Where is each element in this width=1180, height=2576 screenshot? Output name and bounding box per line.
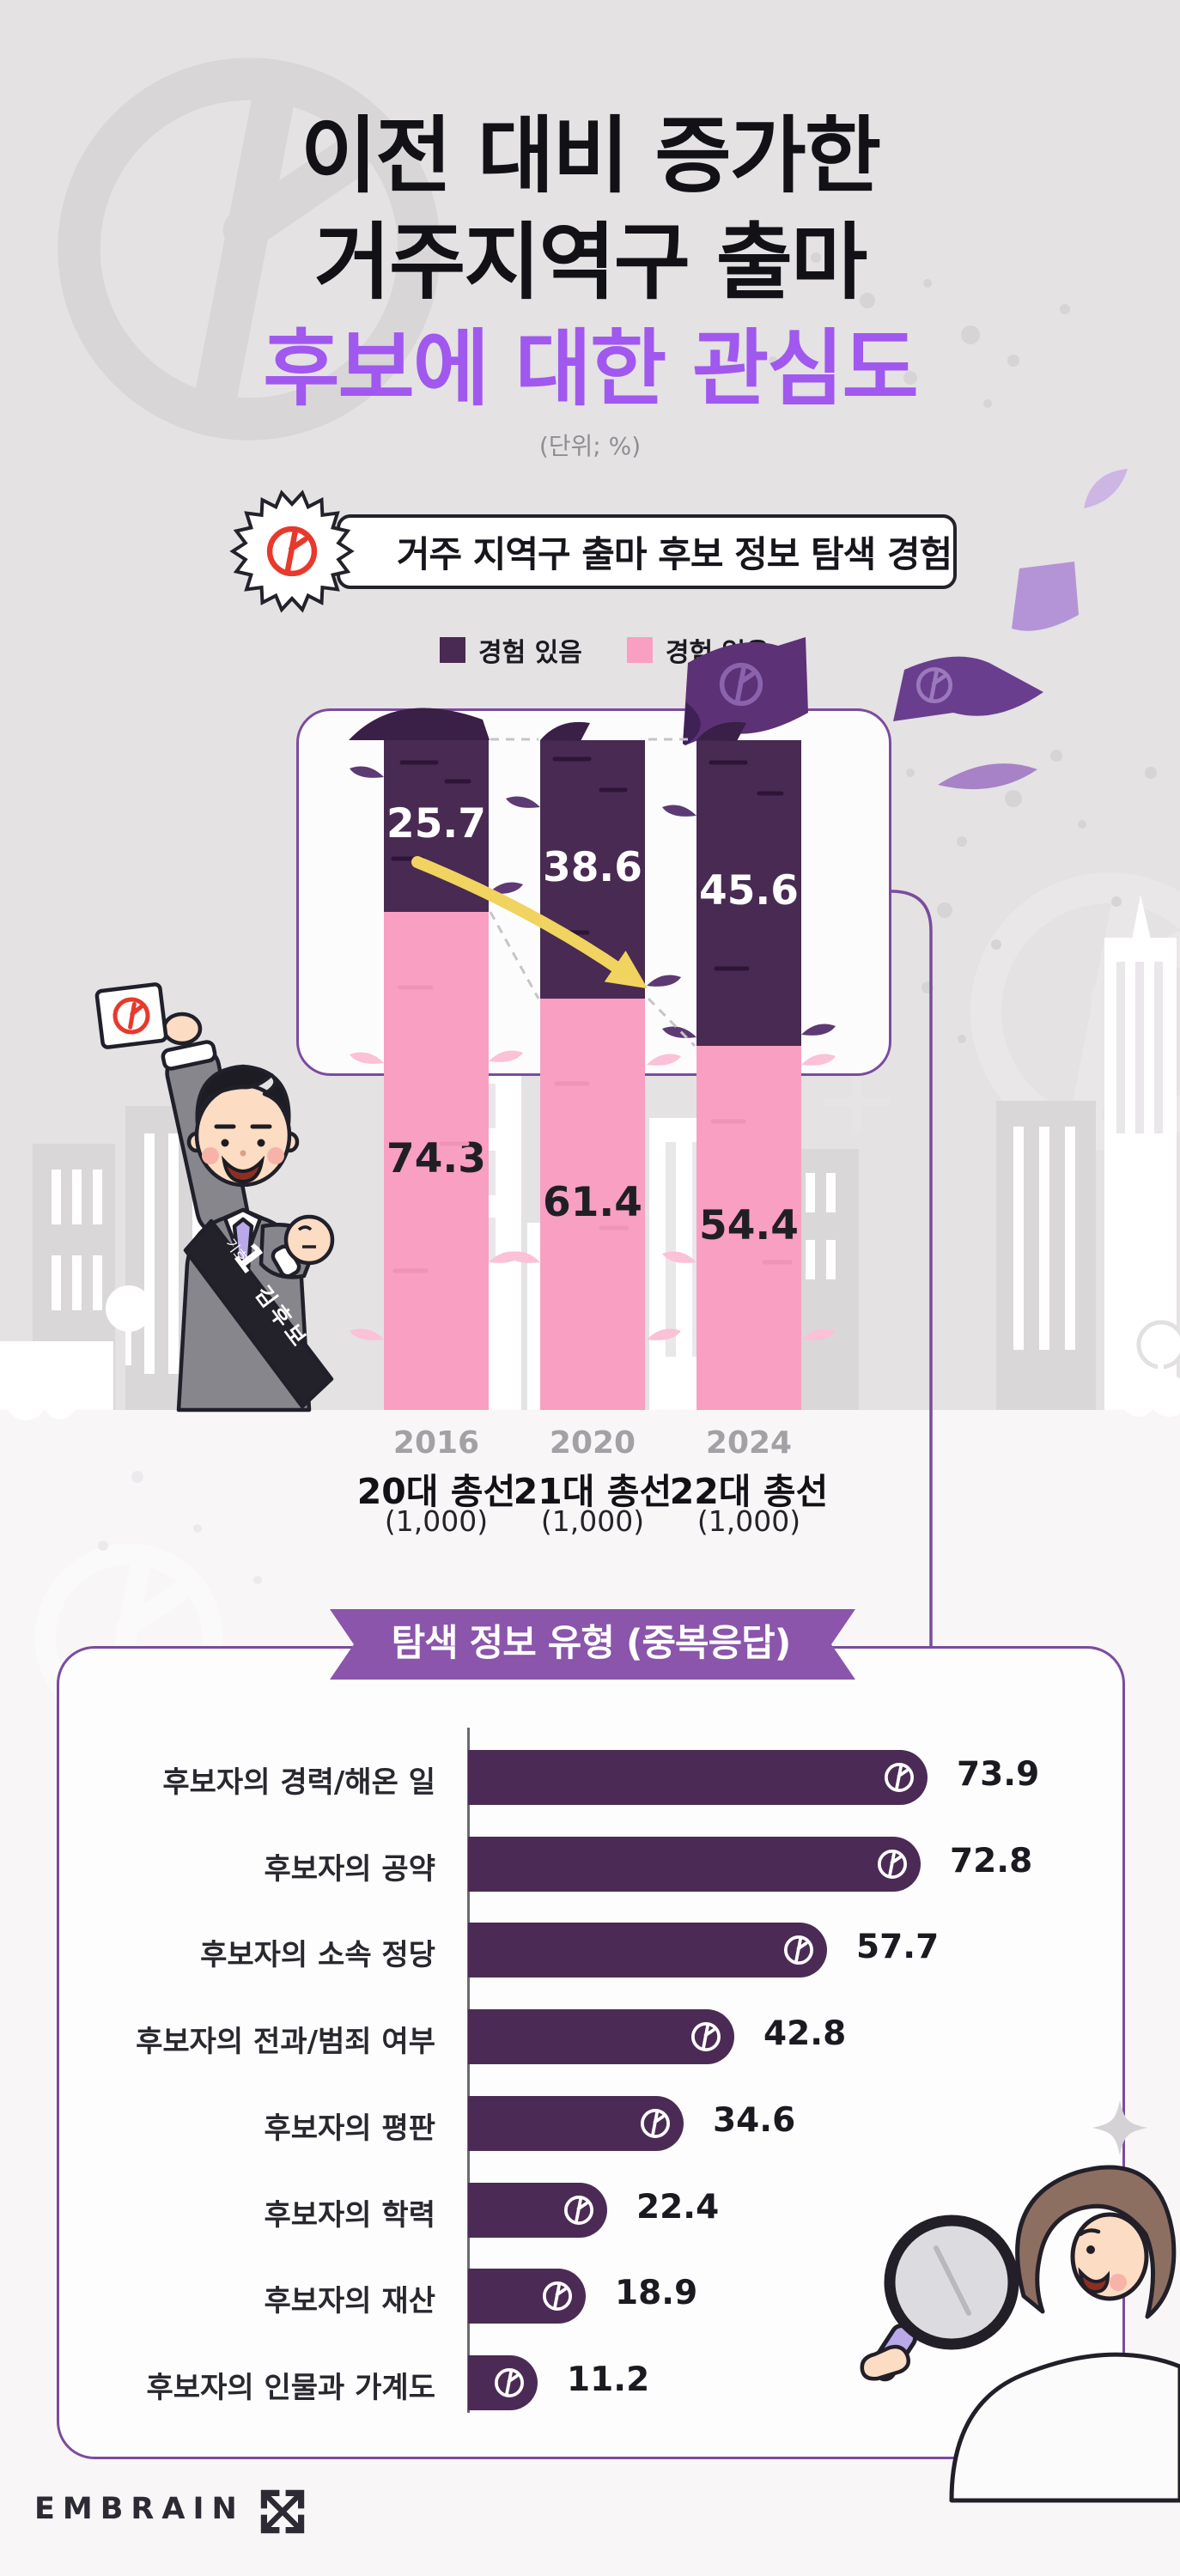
vote-stamp-icon — [270, 529, 314, 574]
page-title-line3: 후보에 대한 관심도 — [263, 320, 918, 417]
embrain-logo-text: EMBRAIN — [34, 2492, 245, 2526]
vote-stamp-icon — [539, 2278, 575, 2314]
hbar-value: 57.7 — [856, 1928, 940, 1966]
axis-base-label: (1,000) — [696, 1504, 801, 1538]
axis-year-label: 2020 — [549, 1425, 636, 1461]
legend: 경험 있음 경험 없음 — [440, 631, 769, 669]
hbar-value: 22.4 — [636, 2188, 720, 2227]
sash-number: 1 — [225, 1236, 274, 1281]
sash-name: 김후보 — [250, 1281, 313, 1354]
axis-election-label: 21대 총선 — [513, 1471, 672, 1512]
hbar-bar — [468, 2009, 734, 2064]
value-experienced: 38.6 — [543, 843, 642, 891]
page-title-line2: 거주지역구 출마 — [313, 214, 867, 311]
unit-label: (단위; %) — [538, 432, 642, 460]
hbar-bar — [468, 1923, 827, 1978]
bar-not-experienced — [540, 999, 645, 1410]
legend-swatch — [440, 637, 465, 663]
value-experienced: 25.7 — [386, 800, 486, 848]
page-title-line1: 이전 대비 증가한 — [300, 107, 881, 204]
embrain-logo-icon — [260, 2489, 305, 2534]
axis-year-label: 2024 — [705, 1425, 793, 1461]
hbar-bar — [468, 1837, 921, 1892]
hbar-value: 34.6 — [713, 2101, 796, 2140]
hbar-category-label: 후보자의 재산 — [264, 2284, 435, 2318]
vote-stamp-icon — [781, 1932, 817, 1968]
hbar-bar — [468, 1750, 928, 1805]
legend-swatch — [626, 637, 653, 663]
section2-title: 탐색 정보 유형 (중복응답) — [391, 1622, 792, 1665]
hbar-value: 11.2 — [567, 2360, 650, 2399]
hbar-category-label: 후보자의 인물과 가계도 — [146, 2371, 435, 2405]
legend-item: 경험 있음 — [440, 631, 582, 669]
axis-election-label: 20대 총선 — [356, 1471, 516, 1512]
axis-base-label: (1,000) — [540, 1504, 645, 1538]
hbar-bar — [468, 2355, 538, 2410]
vote-stamp-icon — [688, 2019, 724, 2055]
vote-stamp-icon — [637, 2105, 673, 2142]
bar-not-experienced — [384, 912, 489, 1410]
sparkle-icon — [824, 1068, 891, 1135]
hbar-value: 73.9 — [957, 1755, 1040, 1794]
hbar-value: 42.8 — [763, 2014, 847, 2053]
hbar-axis-line — [467, 1728, 470, 2413]
hbar-category-label: 후보자의 전과/범죄 여부 — [136, 2025, 435, 2059]
hbar-value: 72.8 — [950, 1842, 1033, 1880]
vote-stamp-icon — [881, 1759, 917, 1795]
vote-stamp-icon — [491, 2365, 527, 2401]
hbar-bar — [468, 2183, 607, 2238]
hbar-category-label: 후보자의 학력 — [264, 2198, 435, 2233]
axis-election-label: 22대 총선 — [669, 1471, 829, 1512]
hbar-bar — [468, 2269, 586, 2324]
hbar-category-label: 후보자의 평판 — [264, 2111, 435, 2146]
legend-label: 경험 없음 — [665, 638, 769, 668]
vote-stamp-icon — [874, 1846, 910, 1882]
bar-experienced — [696, 740, 801, 1046]
bar-not-experienced — [696, 1046, 801, 1410]
legend-label: 경험 있음 — [478, 638, 582, 668]
legend-item: 경험 없음 — [626, 631, 769, 669]
hbar-category-label: 후보자의 경력/해온 일 — [162, 1765, 435, 1800]
section1-badge-label: 거주 지역구 출마 후보 정보 탐색 경험 — [396, 533, 952, 575]
hbar-bar — [468, 2096, 684, 2151]
axis-base-label: (1,000) — [384, 1504, 489, 1538]
vote-stamp-watermark-right — [986, 888, 1180, 1135]
value-experienced: 45.6 — [699, 867, 799, 914]
axis-year-label: 2016 — [392, 1425, 480, 1461]
vote-stamp-icon — [561, 2192, 597, 2228]
value-not-experienced: 61.4 — [543, 1178, 642, 1226]
hbar-category-label: 후보자의 공약 — [264, 1852, 435, 1886]
value-not-experienced: 74.3 — [386, 1135, 486, 1182]
sash-label: 기호 — [222, 1236, 251, 1266]
section1-badge: 거주 지역구 출마 후보 정보 탐색 경험 — [337, 514, 957, 589]
value-not-experienced: 54.4 — [699, 1202, 799, 1249]
hbar-category-label: 후보자의 소속 정당 — [200, 1938, 435, 1972]
hbar-value: 18.9 — [615, 2274, 698, 2312]
